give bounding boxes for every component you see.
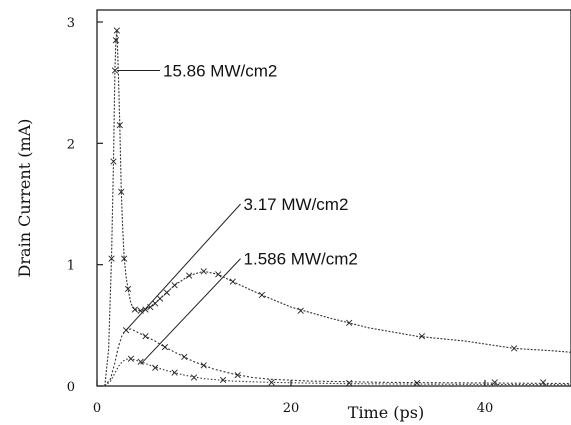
data-point-marker bbox=[152, 301, 158, 307]
series-annotation-label: 15.86 MW/cm2 bbox=[163, 62, 277, 81]
y-tick-label: 1 bbox=[67, 259, 75, 274]
data-point-marker bbox=[191, 375, 197, 381]
data-point-marker bbox=[259, 292, 265, 298]
data-point-marker bbox=[201, 363, 207, 369]
series-annotation-label: 1.586 MW/cm2 bbox=[244, 250, 358, 269]
x-tick-label: 20 bbox=[283, 401, 300, 416]
y-tick-label: 0 bbox=[67, 380, 75, 395]
annotation-leader-line bbox=[126, 204, 240, 330]
x-tick-label: 0 bbox=[93, 401, 101, 416]
data-point-marker bbox=[346, 380, 352, 386]
data-point-marker bbox=[182, 354, 188, 360]
y-tick-label: 2 bbox=[67, 137, 75, 152]
data-point-marker bbox=[164, 290, 170, 296]
data-point-marker bbox=[230, 279, 236, 285]
data-point-marker bbox=[269, 380, 275, 386]
data-point-marker bbox=[143, 333, 149, 339]
data-point-marker bbox=[540, 380, 546, 386]
x-tick-label: 40 bbox=[477, 401, 494, 416]
series-line bbox=[105, 329, 571, 386]
data-point-marker bbox=[186, 273, 192, 279]
data-point-marker bbox=[111, 159, 117, 165]
data-point-marker bbox=[157, 296, 163, 302]
data-point-marker bbox=[172, 282, 178, 288]
data-point-marker bbox=[298, 308, 304, 314]
series-annotation-label: 3.17 MW/cm2 bbox=[244, 195, 349, 214]
axes: 0 1 2 3 0 20 40 bbox=[67, 16, 494, 416]
annotations-group: 15.86 MW/cm2 3.17 MW/cm2 1.586 MW/cm2 bbox=[117, 62, 358, 365]
y-tick-label: 3 bbox=[67, 16, 75, 31]
x-axis-title: Time (ps) bbox=[348, 403, 424, 422]
data-point-marker bbox=[511, 346, 517, 352]
y-axis-title: Drain Current (mA) bbox=[15, 119, 34, 278]
data-point-marker bbox=[201, 269, 207, 275]
data-point-marker bbox=[215, 272, 221, 278]
data-point-marker bbox=[162, 344, 168, 350]
data-point-marker bbox=[128, 356, 134, 362]
